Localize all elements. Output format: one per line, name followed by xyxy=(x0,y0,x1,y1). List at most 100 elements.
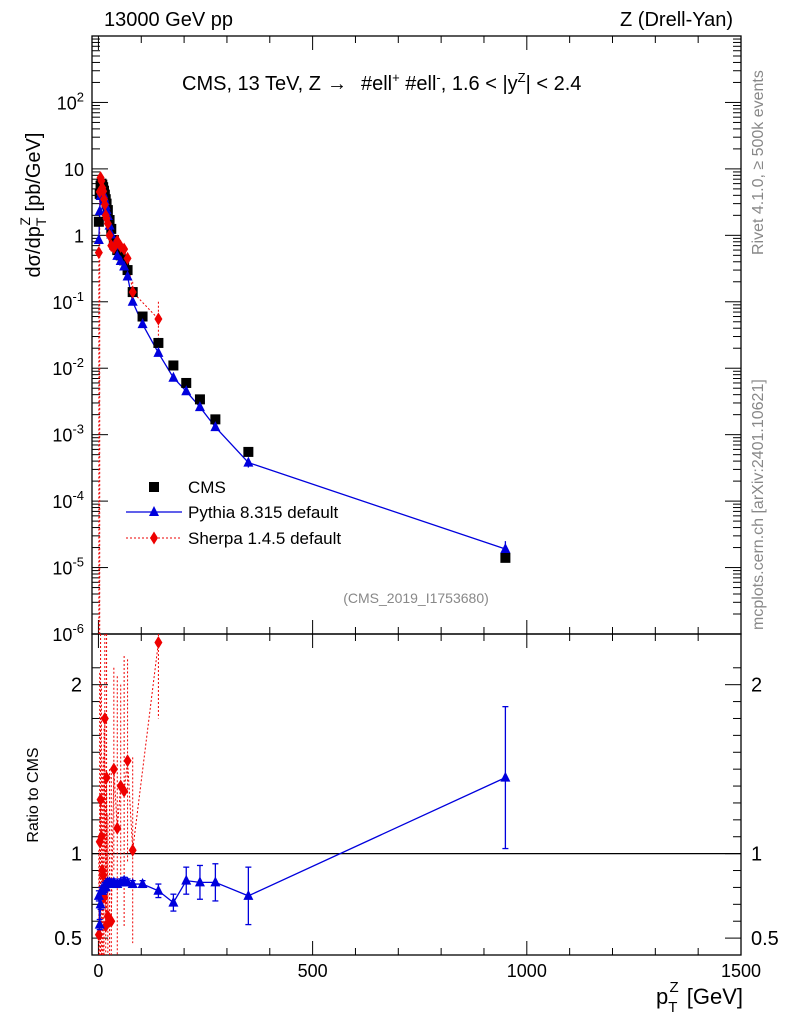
side-text-bottom: mcplots.cern.ch [arXiv:2401.10621] xyxy=(750,379,767,630)
ratio-tick-label: 2 xyxy=(71,675,82,697)
pythia-point xyxy=(194,401,205,412)
sherpa-point xyxy=(105,228,114,242)
title-part-g: Z xyxy=(518,70,526,85)
cms-point xyxy=(137,311,148,322)
pythia-point xyxy=(93,234,104,245)
title-part-e: - xyxy=(436,70,440,85)
legend-marker-cms xyxy=(149,482,159,492)
legend: CMS Pythia 8.315 default Sherpa 1.4.5 defa… xyxy=(126,478,341,548)
pythia-point xyxy=(153,346,164,357)
sherpa-ratio-point xyxy=(123,754,132,768)
sherpa-point xyxy=(94,246,103,260)
legend-label: Pythia 8.315 default xyxy=(188,503,339,522)
title-part-c: + xyxy=(392,70,400,85)
cms-point xyxy=(168,360,179,371)
y-tick-label: 10-2 xyxy=(52,355,84,379)
pythia-ratio-point xyxy=(181,874,192,885)
sherpa-point xyxy=(128,285,137,299)
ratio-tick-label-right: 1 xyxy=(751,844,762,866)
sherpa-ratio-point xyxy=(128,843,137,857)
cms-point xyxy=(181,377,192,388)
sherpa-point xyxy=(103,217,112,231)
title-part-d: #ell xyxy=(400,73,437,95)
pythia-point xyxy=(210,421,221,432)
y-tick-label: 102 xyxy=(57,89,84,113)
side-text-top: Rivet 4.1.0, ≥ 500k events xyxy=(750,70,767,255)
ratio-tick-label: 0.5 xyxy=(54,928,82,950)
sherpa-point xyxy=(123,251,132,265)
y-tick-label: 10-5 xyxy=(52,555,84,579)
sherpa-ratio-point xyxy=(113,821,122,835)
cms-point xyxy=(93,216,104,227)
legend-marker-pythia xyxy=(149,506,159,516)
x-label-sup: Z xyxy=(669,979,678,996)
x-tick-label: 0 xyxy=(93,961,103,981)
x-tick-label: 500 xyxy=(298,961,328,981)
pythia-ratio-point xyxy=(93,889,104,900)
header-left: 13000 GeV pp xyxy=(104,9,233,31)
sherpa-ratio-point xyxy=(102,771,111,785)
pythia-ratio-point xyxy=(153,884,164,895)
ratio-axis-label: Ratio to CMS xyxy=(25,747,42,842)
ratio-axes: 0 500 1000 1500 0.5 0.5 1 1 2 2 xyxy=(54,634,779,981)
main-axes: 10-6 10-5 10-4 10-3 10-2 10-1 1 10 102 xyxy=(52,36,742,645)
ratio-tick-label: 1 xyxy=(71,844,82,866)
pythia-ratio-point xyxy=(94,918,105,929)
sherpa-point xyxy=(100,198,109,212)
legend-label: Sherpa 1.4.5 default xyxy=(188,529,341,548)
header-right: Z (Drell-Yan) xyxy=(620,9,733,31)
pythia-point xyxy=(168,371,179,382)
y-tick-label: 10 xyxy=(64,160,84,180)
cms-point xyxy=(119,255,130,266)
y-tick-label: 10-6 xyxy=(52,621,84,645)
pythia-line xyxy=(98,191,506,550)
cms-point xyxy=(500,552,511,563)
cms-point xyxy=(243,446,254,457)
plot-title: CMS, 13 TeV, Z → #ell+ #ell-, 1.6 < |yZ| <… xyxy=(182,70,581,95)
legend-label: CMS xyxy=(188,478,226,497)
ratio-plot-frame xyxy=(91,633,742,956)
series-layer xyxy=(93,171,511,955)
pythia-ratio-point xyxy=(210,876,221,887)
y-tick-label: 10-1 xyxy=(52,289,84,313)
sherpa-ratio-point xyxy=(107,914,116,928)
title-part-b: #ell xyxy=(361,73,392,95)
pythia-ratio-point xyxy=(168,896,179,907)
y-tick-label: 10-4 xyxy=(52,488,84,512)
x-tick-label: 1500 xyxy=(721,961,761,981)
pythia-ratio-point xyxy=(500,771,511,782)
y-label-part-a: dσ/dp xyxy=(23,226,45,277)
y-label-part-b: [pb/GeV] xyxy=(23,133,45,218)
cms-point xyxy=(210,414,221,425)
pythia-point xyxy=(243,456,254,467)
sherpa-ratio-point xyxy=(120,784,129,798)
sherpa-ratio-point xyxy=(109,762,118,776)
pythia-ratio-point xyxy=(243,889,254,900)
pythia-ratio-point xyxy=(95,898,106,909)
pythia-ratio-point xyxy=(194,876,205,887)
cms-point xyxy=(194,394,205,405)
x-tick-label: 1000 xyxy=(507,961,547,981)
pythia-point xyxy=(122,270,133,281)
x-label-part-a: p xyxy=(656,984,668,1009)
analysis-tag: (CMS_2019_I1753680) xyxy=(343,590,489,606)
pythia-point xyxy=(119,260,130,271)
title-part-a: CMS, 13 TeV, Z xyxy=(182,73,321,95)
y-label-sub: T xyxy=(33,217,49,226)
title-arrow: → xyxy=(327,73,347,95)
y-label-sup: Z xyxy=(17,217,33,226)
legend-marker-sherpa xyxy=(150,531,158,545)
pythia-point xyxy=(137,318,148,329)
pythia-ratio-line xyxy=(98,777,506,925)
x-axis-label: pTZ [GeV] xyxy=(656,979,743,1016)
x-label-part-b: [GeV] xyxy=(681,984,743,1009)
sherpa-ratio-point xyxy=(100,711,109,725)
sherpa-point xyxy=(154,312,163,326)
y-axis-label: dσ/dpTZ [pb/GeV] xyxy=(17,133,49,278)
sherpa-ratio-point xyxy=(154,635,163,649)
y-tick-label: 10-3 xyxy=(52,422,84,446)
pythia-ratio-point xyxy=(137,878,148,889)
cms-point xyxy=(153,337,164,348)
pythia-point xyxy=(127,295,138,306)
